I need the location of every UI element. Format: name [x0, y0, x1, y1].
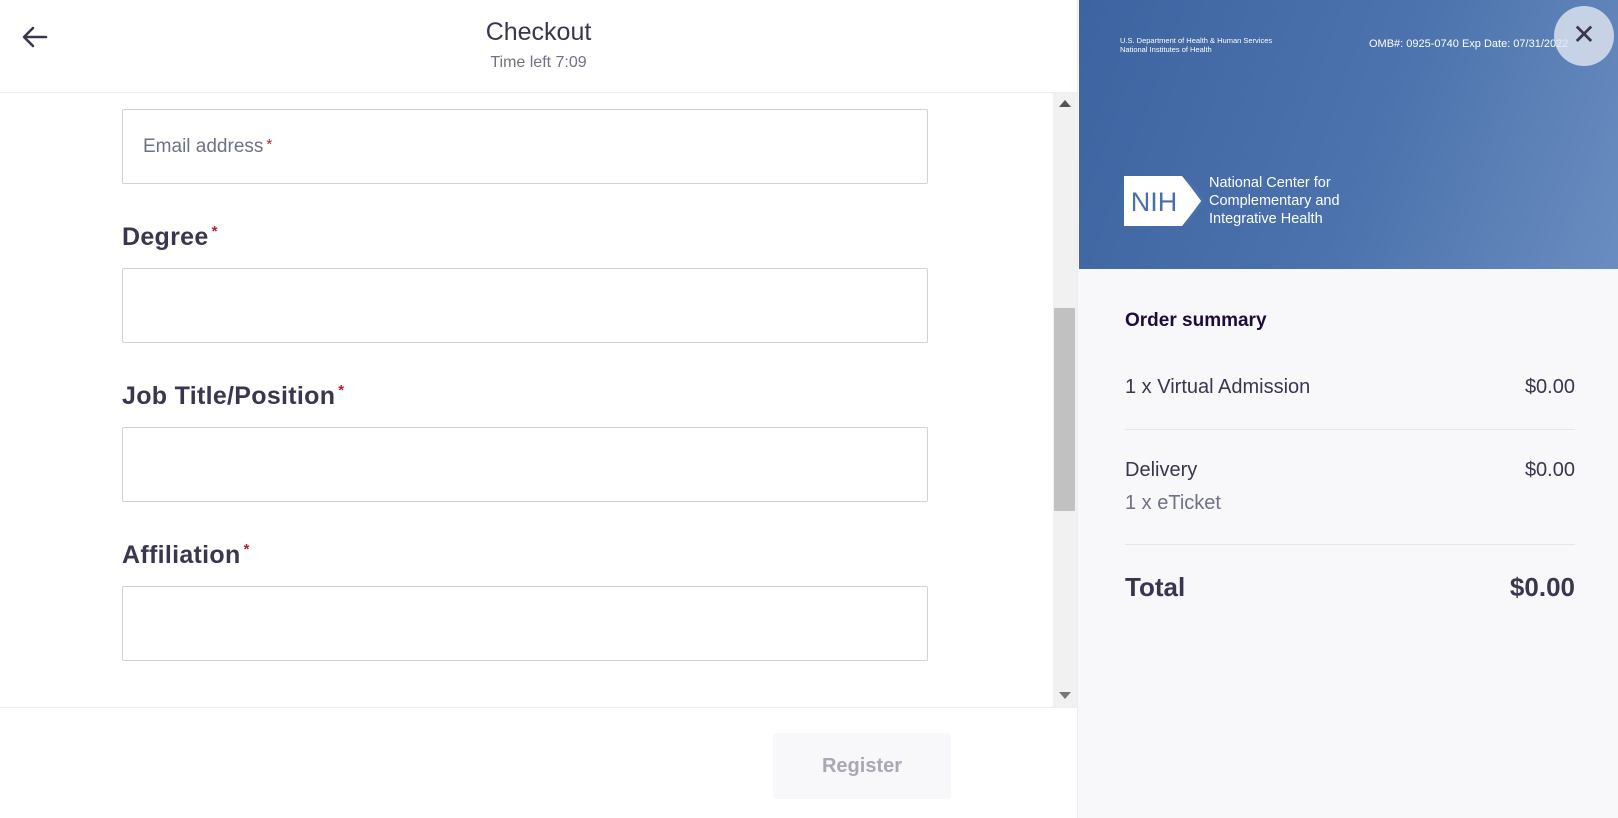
email-placeholder: Email address * — [143, 136, 272, 158]
item-price: $0.00 — [1524, 376, 1575, 398]
nih-logo: NIH — [1124, 176, 1204, 226]
omb-text: OMB#: 0925-0740 Exp Date: 07/31/2022 — [1369, 38, 1569, 50]
item-name: 1 x Virtual Admission — [1125, 376, 1311, 398]
back-arrow-icon[interactable] — [18, 20, 52, 54]
time-left: Time left 7:09 — [490, 54, 587, 71]
degree-label-text: Degree — [122, 223, 209, 251]
close-icon[interactable]: ✕ — [1554, 6, 1614, 66]
order-summary-title: Order summary — [1125, 310, 1267, 331]
total-value: $0.00 — [1509, 572, 1575, 602]
divider — [1125, 544, 1575, 545]
checkout-panel: Checkout Time left 7:09 Email address * D… — [0, 0, 1077, 818]
delivery-detail: 1 x eTicket — [1125, 492, 1221, 514]
divider — [1125, 429, 1575, 430]
center-line: National Center for — [1209, 175, 1331, 191]
affiliation-label-text: Affiliation — [122, 541, 241, 569]
email-field[interactable]: Email address * — [122, 109, 928, 184]
delivery-label: Delivery — [1125, 459, 1198, 481]
center-name: National Center for Complementary and Inte… — [1209, 174, 1340, 228]
delivery-price: $0.00 — [1524, 459, 1575, 481]
required-mark: * — [338, 382, 345, 399]
scroll-up-icon[interactable] — [1059, 100, 1071, 107]
email-placeholder-text: Email address — [143, 136, 264, 157]
total-row: Total $0.00 — [1125, 572, 1575, 603]
line-item: 1 x Virtual Admission $0.00 — [1125, 376, 1575, 399]
required-mark: * — [266, 136, 273, 153]
job-title-label-text: Job Title/Position — [122, 382, 336, 410]
degree-input[interactable] — [122, 268, 928, 343]
dept-line: National Institutes of Health — [1120, 45, 1212, 54]
center-line: Complementary and — [1209, 193, 1340, 209]
total-label: Total — [1125, 572, 1186, 602]
job-title-label: Job Title/Position * — [122, 382, 344, 411]
degree-label: Degree * — [122, 223, 218, 252]
svg-text:NIH: NIH — [1131, 187, 1178, 217]
job-title-input[interactable] — [122, 427, 928, 502]
event-banner: U.S. Department of Health & Human Servic… — [1079, 0, 1618, 269]
affiliation-label: Affiliation * — [122, 541, 250, 570]
dept-text: U.S. Department of Health & Human Servic… — [1120, 36, 1272, 54]
center-line: Integrative Health — [1209, 211, 1323, 227]
scroll-thumb[interactable] — [1054, 308, 1075, 511]
form-scrollbar[interactable] — [1053, 93, 1077, 707]
registration-form: Email address * Degree * Job Title/Positio… — [0, 93, 1053, 707]
affiliation-input[interactable] — [122, 586, 928, 661]
page-title: Checkout — [485, 18, 592, 46]
register-button[interactable]: Register — [773, 733, 951, 799]
order-panel: U.S. Department of Health & Human Servic… — [1077, 0, 1618, 818]
required-mark: * — [211, 223, 218, 240]
dept-line: U.S. Department of Health & Human Servic… — [1120, 36, 1273, 45]
delivery-row: Delivery $0.00 — [1125, 459, 1575, 482]
checkout-footer: Register — [0, 707, 1077, 818]
scroll-down-icon[interactable] — [1059, 692, 1071, 699]
checkout-header: Checkout Time left 7:09 — [0, 0, 1077, 93]
required-mark: * — [243, 541, 250, 558]
